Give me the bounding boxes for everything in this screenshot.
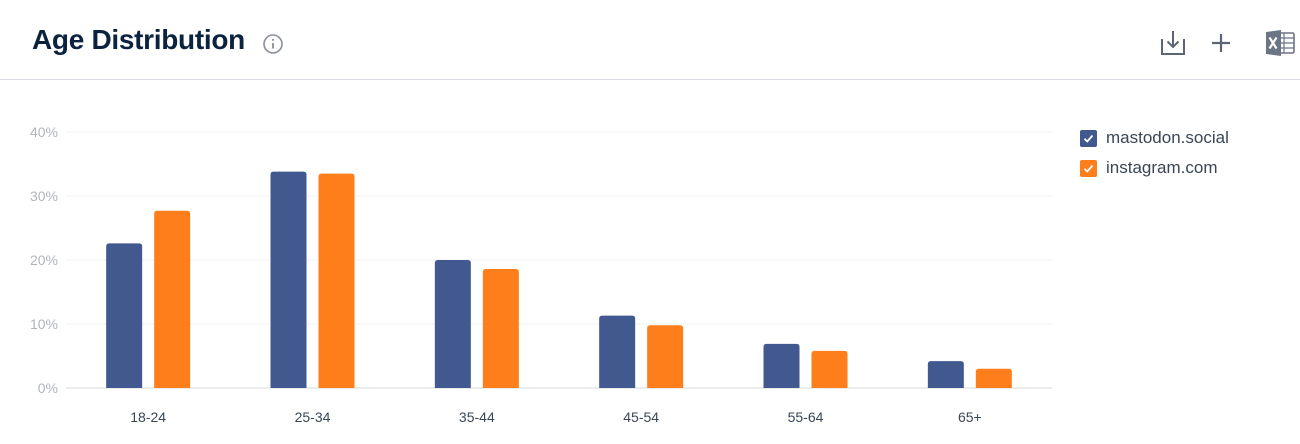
download-icon[interactable] xyxy=(1158,28,1188,58)
bar-series1[interactable] xyxy=(434,260,471,388)
bar-series2[interactable] xyxy=(647,325,684,388)
x-category-label: 35-44 xyxy=(459,409,495,425)
bar-series2[interactable] xyxy=(154,210,191,388)
bar-series1[interactable] xyxy=(927,361,964,388)
x-category-label: 55-64 xyxy=(788,409,824,425)
x-category-label: 25-34 xyxy=(295,409,331,425)
x-category-label: 18-24 xyxy=(130,409,166,425)
y-tick-label: 20% xyxy=(30,252,58,268)
x-category-label: 45-54 xyxy=(623,409,659,425)
excel-icon[interactable] xyxy=(1264,28,1296,58)
card-title: Age Distribution xyxy=(32,24,245,55)
chart-legend: mastodon.social instagram.com xyxy=(1080,126,1229,186)
legend-item[interactable]: mastodon.social xyxy=(1080,126,1229,150)
card-header: Age Distribution xyxy=(0,0,1300,80)
checkbox-checked-icon[interactable] xyxy=(1080,159,1097,177)
bar-series2[interactable] xyxy=(318,173,355,388)
checkbox-checked-icon[interactable] xyxy=(1080,129,1097,147)
bar-series1[interactable] xyxy=(106,243,143,388)
legend-label: mastodon.social xyxy=(1106,128,1229,147)
bar-series2[interactable] xyxy=(975,368,1012,388)
bar-series1[interactable] xyxy=(599,315,636,388)
y-tick-label: 0% xyxy=(38,380,58,396)
y-tick-label: 40% xyxy=(30,124,58,140)
bar-series2[interactable] xyxy=(811,350,848,388)
plus-icon[interactable] xyxy=(1206,28,1236,58)
info-icon[interactable] xyxy=(262,33,284,55)
age-distribution-chart: 0% 10% 20% 30% 40% 18-24 25-34 35-44 45-54 55-64 6… xyxy=(30,124,1052,425)
legend-label: instagram.com xyxy=(1106,158,1218,177)
bar-series2[interactable] xyxy=(482,268,519,388)
bar-series1[interactable] xyxy=(763,343,800,388)
x-category-label: 65+ xyxy=(958,409,982,425)
y-tick-label: 10% xyxy=(30,316,58,332)
legend-item[interactable]: instagram.com xyxy=(1080,156,1229,180)
bar-series1[interactable] xyxy=(270,171,307,388)
y-tick-label: 30% xyxy=(30,188,58,204)
